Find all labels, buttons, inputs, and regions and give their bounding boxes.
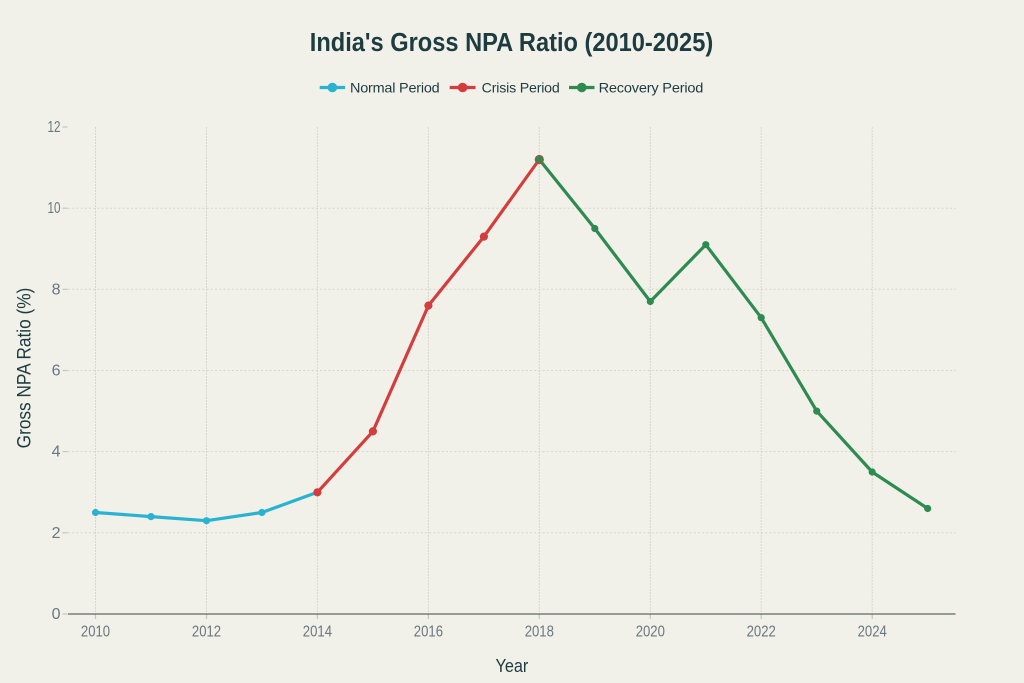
svg-text:India's Gross NPA Ratio (2010-: India's Gross NPA Ratio (2010-2025) xyxy=(310,29,713,57)
svg-text:2024: 2024 xyxy=(858,623,887,640)
svg-text:6: 6 xyxy=(52,363,61,380)
svg-text:8: 8 xyxy=(52,281,61,298)
svg-text:2014: 2014 xyxy=(303,623,332,640)
svg-text:2: 2 xyxy=(52,525,61,542)
svg-text:Normal Period: Normal Period xyxy=(350,80,440,96)
svg-text:2020: 2020 xyxy=(636,623,665,640)
svg-text:2018: 2018 xyxy=(525,623,554,640)
svg-text:2010: 2010 xyxy=(81,623,110,640)
svg-text:Recovery Period: Recovery Period xyxy=(599,80,704,96)
svg-text:2016: 2016 xyxy=(414,623,443,640)
svg-text:12: 12 xyxy=(48,119,61,136)
svg-text:Gross NPA Ratio (%): Gross NPA Ratio (%) xyxy=(14,288,36,449)
svg-text:4: 4 xyxy=(52,444,61,461)
svg-text:Year: Year xyxy=(496,655,529,676)
svg-text:2012: 2012 xyxy=(192,623,221,640)
svg-text:0: 0 xyxy=(52,606,61,623)
svg-text:Crisis Period: Crisis Period xyxy=(482,80,560,96)
svg-text:10: 10 xyxy=(48,200,61,217)
svg-text:2022: 2022 xyxy=(747,623,776,640)
